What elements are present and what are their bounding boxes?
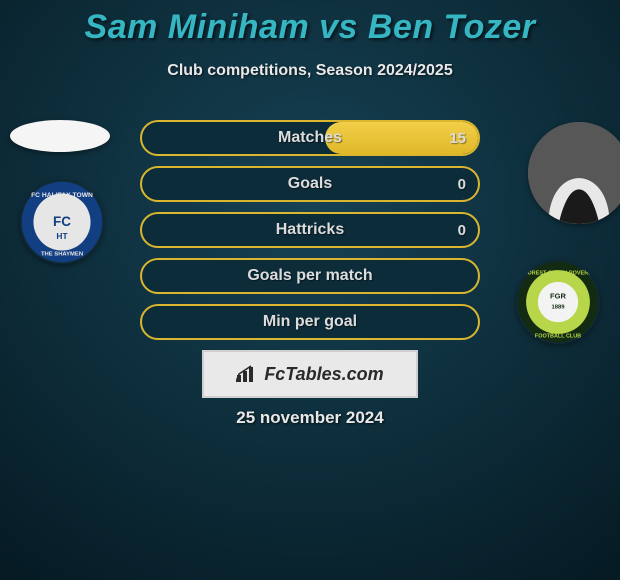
- club-badge-left: FC HT FC HALIFAX TOWN THE SHAYMEN: [20, 180, 104, 264]
- subtitle: Club competitions, Season 2024/2025: [0, 62, 620, 80]
- bar-value-right: 0: [458, 166, 466, 202]
- svg-text:THE SHAYMEN: THE SHAYMEN: [41, 252, 83, 258]
- svg-text:FOOTBALL CLUB: FOOTBALL CLUB: [535, 333, 581, 339]
- bar-label: Matches: [140, 120, 480, 156]
- bar-label: Hattricks: [140, 212, 480, 248]
- svg-text:FC: FC: [53, 214, 71, 229]
- bar-label: Min per goal: [140, 304, 480, 340]
- stat-bars: Matches15Goals0Hattricks0Goals per match…: [140, 120, 480, 350]
- stat-bar-min-per-goal: Min per goal: [140, 304, 480, 340]
- comparison-card: Sam Miniham vs Ben Tozer Club competitio…: [0, 0, 620, 580]
- player-left-photo: [10, 120, 110, 152]
- club-badge-right: FGR 1889 FOREST GREEN ROVERS FOOTBALL CL…: [516, 260, 600, 344]
- svg-text:FOREST GREEN ROVERS: FOREST GREEN ROVERS: [524, 270, 592, 276]
- page-title: Sam Miniham vs Ben Tozer: [0, 8, 620, 47]
- player-right-photo: [528, 122, 620, 224]
- svg-text:HT: HT: [56, 231, 68, 241]
- svg-text:FGR: FGR: [550, 292, 566, 301]
- svg-text:1889: 1889: [551, 305, 565, 311]
- stat-bar-goals-per-match: Goals per match: [140, 258, 480, 294]
- stat-bar-hattricks: Hattricks0: [140, 212, 480, 248]
- branding-text: FcTables.com: [264, 364, 383, 385]
- branding-box[interactable]: FcTables.com: [202, 350, 418, 398]
- bar-label: Goals: [140, 166, 480, 202]
- date-text: 25 november 2024: [0, 408, 620, 428]
- player-right-placeholder: [528, 122, 620, 224]
- bars-icon: [236, 365, 258, 383]
- stat-bar-goals: Goals0: [140, 166, 480, 202]
- bar-value-right: 15: [449, 120, 466, 156]
- bar-value-right: 0: [458, 212, 466, 248]
- bar-label: Goals per match: [140, 258, 480, 294]
- svg-text:FC HALIFAX TOWN: FC HALIFAX TOWN: [31, 192, 93, 199]
- stat-bar-matches: Matches15: [140, 120, 480, 156]
